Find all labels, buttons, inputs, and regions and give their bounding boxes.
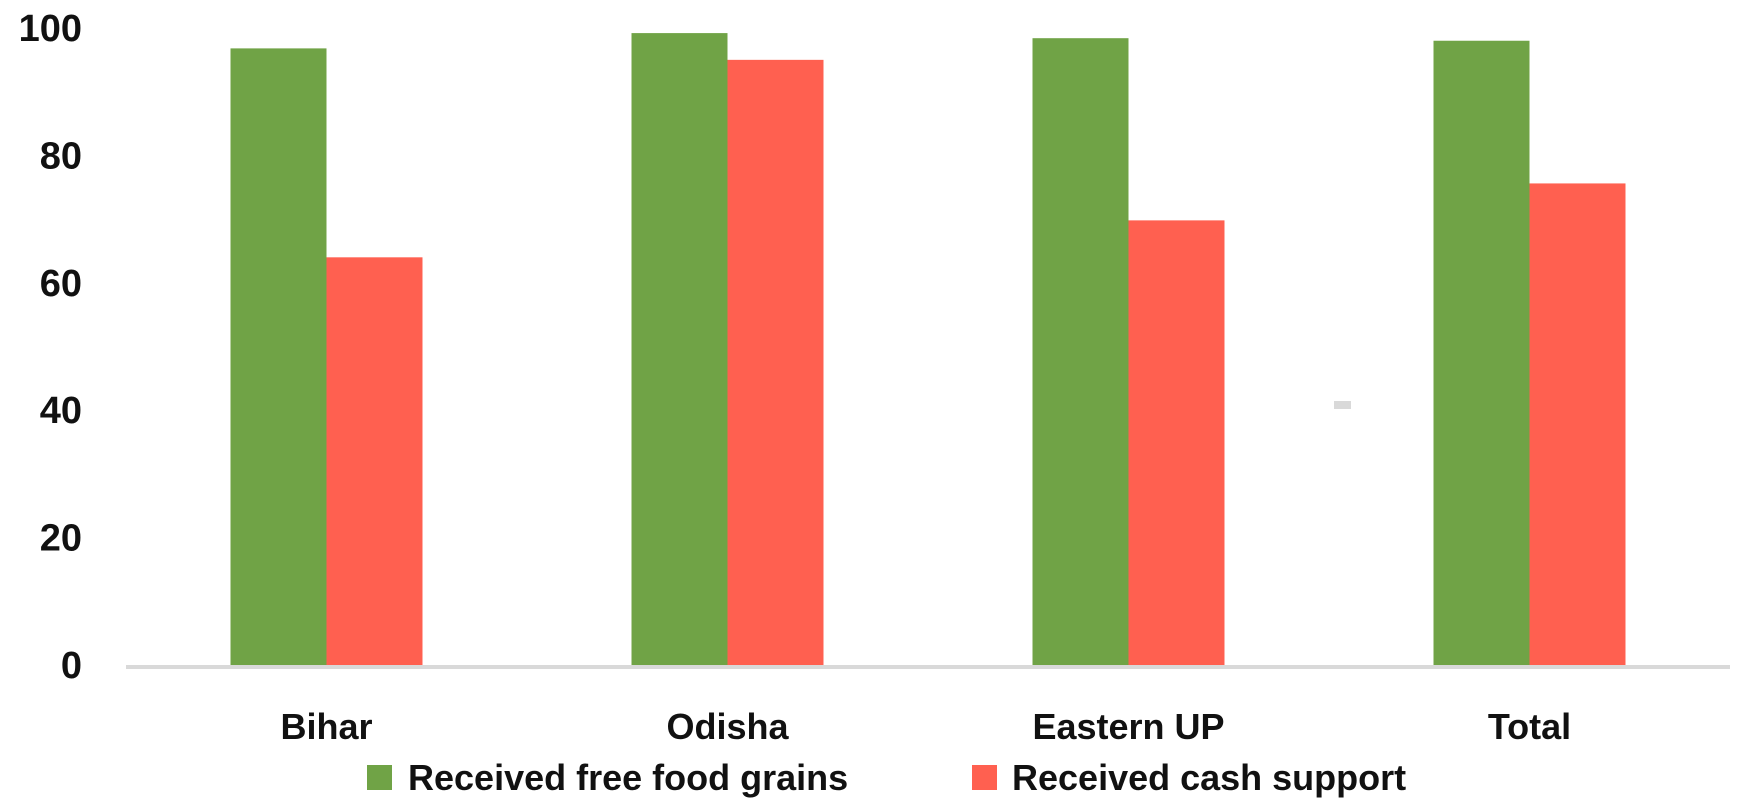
y-tick-label: 100 xyxy=(19,8,82,50)
y-tick-label: 80 xyxy=(40,135,82,177)
y-axis-tick-labels: 0 20 40 60 80 100 xyxy=(19,8,82,687)
legend: Received free food grains Received cash s… xyxy=(367,757,1406,798)
bar-bihar-series-1 xyxy=(230,48,327,666)
y-tick-label: 20 xyxy=(40,518,82,560)
y-tick-label: 40 xyxy=(40,390,82,432)
x-category-label: Odisha xyxy=(666,706,789,747)
stray-mark xyxy=(1334,401,1351,409)
bar-odisha-series-1 xyxy=(631,33,728,665)
legend-item: Received cash support xyxy=(972,757,1406,798)
legend-label: Received cash support xyxy=(1012,757,1406,798)
bar-odisha-series-2 xyxy=(727,59,824,666)
bar-total-series-2 xyxy=(1529,183,1626,666)
legend-item: Received free food grains xyxy=(367,757,848,798)
x-category-label: Bihar xyxy=(280,706,372,747)
legend-swatch xyxy=(972,765,997,790)
x-axis-category-labels: Bihar Odisha Eastern UP Total xyxy=(280,706,1571,747)
bar-eastern-up-series-1 xyxy=(1032,38,1129,665)
y-tick-label: 0 xyxy=(61,645,82,687)
bar-eastern-up-series-2 xyxy=(1128,220,1225,665)
x-category-label: Total xyxy=(1488,706,1571,747)
legend-swatch xyxy=(367,765,392,790)
bars xyxy=(230,33,1626,666)
bar-bihar-series-2 xyxy=(326,257,423,665)
x-category-label: Eastern UP xyxy=(1032,706,1224,747)
y-tick-label: 60 xyxy=(40,263,82,305)
legend-label: Received free food grains xyxy=(408,757,848,798)
bar-total-series-1 xyxy=(1433,40,1530,666)
